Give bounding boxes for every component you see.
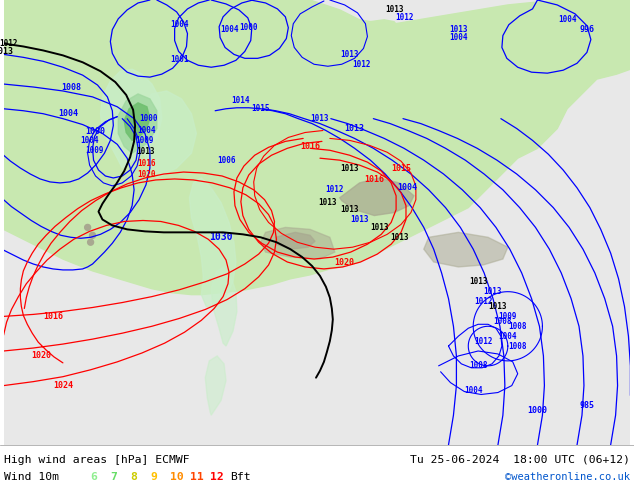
Text: 1004: 1004 [171, 20, 189, 29]
Text: 1014: 1014 [231, 97, 250, 105]
Text: 1013: 1013 [137, 147, 155, 156]
Polygon shape [305, 63, 313, 71]
Text: 1013: 1013 [484, 287, 502, 296]
Text: 1012: 1012 [474, 337, 493, 345]
Text: 1008: 1008 [508, 322, 527, 331]
Text: Tu 25-06-2024  18:00 UTC (06+12): Tu 25-06-2024 18:00 UTC (06+12) [410, 455, 630, 465]
Polygon shape [424, 232, 508, 267]
Text: 1013: 1013 [370, 223, 389, 232]
Polygon shape [100, 69, 162, 168]
Text: 1008: 1008 [508, 342, 527, 350]
Circle shape [89, 232, 96, 238]
Text: 1015: 1015 [391, 164, 411, 172]
Text: 1013: 1013 [311, 114, 329, 123]
Text: 1013: 1013 [449, 25, 468, 34]
Text: 11: 11 [190, 472, 204, 482]
Text: 1013: 1013 [0, 47, 13, 56]
Polygon shape [370, 42, 424, 67]
Text: 1024: 1024 [53, 381, 73, 390]
Text: 1013: 1013 [489, 302, 507, 311]
Text: 1006: 1006 [217, 156, 235, 165]
Text: 1000: 1000 [527, 406, 548, 415]
Text: 1020: 1020 [335, 258, 354, 267]
Text: 1008: 1008 [469, 361, 488, 370]
Text: 1020: 1020 [31, 351, 51, 361]
Text: 1015: 1015 [252, 104, 270, 113]
Text: 9: 9 [150, 472, 157, 482]
Text: 7: 7 [110, 472, 117, 482]
Polygon shape [340, 178, 414, 216]
Text: ©weatheronline.co.uk: ©weatheronline.co.uk [505, 472, 630, 482]
Text: 1004: 1004 [397, 183, 417, 193]
Polygon shape [119, 94, 157, 153]
Text: 1030: 1030 [209, 232, 233, 242]
Text: 1009: 1009 [86, 146, 104, 155]
Text: 1013: 1013 [390, 233, 408, 242]
Text: 1013: 1013 [344, 124, 365, 133]
Text: 1004: 1004 [449, 33, 468, 42]
Polygon shape [353, 20, 399, 37]
Text: 1004: 1004 [81, 136, 99, 145]
Text: 1012: 1012 [0, 39, 18, 48]
Text: 1013: 1013 [385, 5, 403, 14]
Text: 996: 996 [579, 25, 595, 34]
Polygon shape [211, 267, 237, 346]
Text: 6: 6 [90, 472, 97, 482]
Text: 1012: 1012 [353, 60, 371, 69]
Text: 1000: 1000 [139, 114, 158, 123]
Text: 1009: 1009 [136, 136, 154, 145]
Text: High wind areas [hPa] ECMWF: High wind areas [hPa] ECMWF [4, 455, 190, 465]
Text: 1013: 1013 [340, 50, 359, 59]
Text: Wind 10m: Wind 10m [4, 472, 59, 482]
Text: 1004: 1004 [220, 25, 238, 34]
Text: 1013: 1013 [469, 277, 488, 286]
Text: 1004: 1004 [58, 109, 78, 118]
Circle shape [85, 224, 91, 230]
Text: 10: 10 [170, 472, 184, 482]
Text: 1008: 1008 [494, 317, 512, 326]
Polygon shape [4, 0, 630, 294]
Text: 1004: 1004 [558, 15, 576, 24]
Text: 1001: 1001 [171, 55, 189, 64]
Text: 1020: 1020 [138, 170, 156, 178]
Text: 1009: 1009 [498, 312, 517, 321]
Polygon shape [233, 101, 262, 180]
Polygon shape [117, 0, 186, 18]
Text: 1013: 1013 [319, 198, 337, 207]
Polygon shape [190, 178, 236, 307]
Text: Bft: Bft [230, 472, 250, 482]
Polygon shape [199, 0, 280, 24]
Polygon shape [212, 114, 229, 142]
Text: 12: 12 [210, 472, 224, 482]
Text: 1013: 1013 [350, 215, 369, 224]
Text: 1000: 1000 [86, 127, 105, 136]
Text: 8: 8 [130, 472, 137, 482]
Text: 1016: 1016 [300, 142, 320, 151]
Polygon shape [205, 356, 226, 415]
Text: 1016: 1016 [138, 159, 156, 168]
Text: 1004: 1004 [498, 332, 517, 341]
Text: 1004: 1004 [138, 126, 156, 135]
Polygon shape [124, 103, 150, 141]
Text: 1013: 1013 [340, 205, 359, 214]
Polygon shape [261, 227, 335, 259]
Text: 1008: 1008 [61, 82, 81, 92]
Text: 1016: 1016 [43, 312, 63, 321]
Polygon shape [135, 91, 197, 178]
Text: 1012: 1012 [325, 185, 344, 195]
Text: 1013: 1013 [340, 164, 359, 172]
Polygon shape [276, 232, 315, 249]
Text: 1016: 1016 [365, 175, 384, 184]
Circle shape [87, 239, 94, 245]
Text: 1012: 1012 [474, 297, 493, 306]
Text: 1000: 1000 [240, 23, 258, 32]
Text: 1004: 1004 [464, 386, 482, 395]
Text: 1012: 1012 [395, 13, 413, 23]
Text: 985: 985 [579, 401, 595, 410]
Polygon shape [4, 30, 53, 44]
